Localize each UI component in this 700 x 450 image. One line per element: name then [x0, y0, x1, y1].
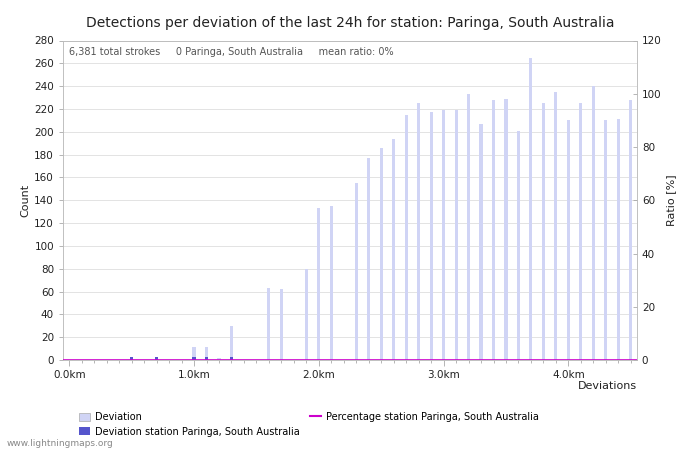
Bar [193, 356, 195, 360]
Bar [230, 356, 233, 360]
Text: www.lightningmaps.org: www.lightningmaps.org [7, 439, 113, 448]
Bar [379, 148, 383, 360]
Bar [554, 92, 557, 360]
Bar [392, 139, 396, 360]
Bar [529, 58, 533, 360]
Bar [155, 358, 158, 360]
Bar [155, 356, 158, 360]
Bar [304, 269, 308, 360]
Bar [604, 120, 608, 360]
Bar [130, 359, 133, 360]
Bar [368, 158, 370, 360]
Y-axis label: Ratio [%]: Ratio [%] [666, 175, 675, 226]
Bar [205, 356, 208, 360]
Text: Deviations: Deviations [578, 381, 637, 391]
Bar [405, 115, 407, 360]
Bar [617, 119, 620, 360]
Bar [430, 112, 433, 360]
Bar [454, 110, 458, 360]
Bar [567, 120, 570, 360]
Bar [330, 206, 332, 360]
Bar [280, 289, 283, 360]
Bar [505, 99, 508, 360]
Bar [492, 100, 495, 360]
Text: Detections per deviation of the last 24h for station: Paringa, South Australia: Detections per deviation of the last 24h… [85, 16, 615, 30]
Bar [355, 183, 358, 360]
Bar [442, 110, 445, 360]
Bar [218, 358, 220, 360]
Bar [480, 124, 482, 360]
Bar [193, 347, 195, 360]
Bar [205, 347, 208, 360]
Y-axis label: Count: Count [20, 184, 30, 217]
Bar [517, 130, 520, 360]
Bar [267, 288, 270, 360]
Bar [629, 100, 632, 360]
Bar [542, 103, 545, 360]
Bar [317, 208, 321, 360]
Bar [467, 94, 470, 360]
Bar [230, 326, 233, 360]
Bar [417, 103, 420, 360]
Legend: Deviation, Deviation station Paringa, South Australia, Percentage station Paring: Deviation, Deviation station Paringa, So… [75, 408, 543, 441]
Text: 6,381 total strokes     0 Paringa, South Australia     mean ratio: 0%: 6,381 total strokes 0 Paringa, South Aus… [69, 47, 393, 57]
Bar [580, 103, 582, 360]
Bar [130, 356, 133, 360]
Bar [592, 86, 595, 360]
